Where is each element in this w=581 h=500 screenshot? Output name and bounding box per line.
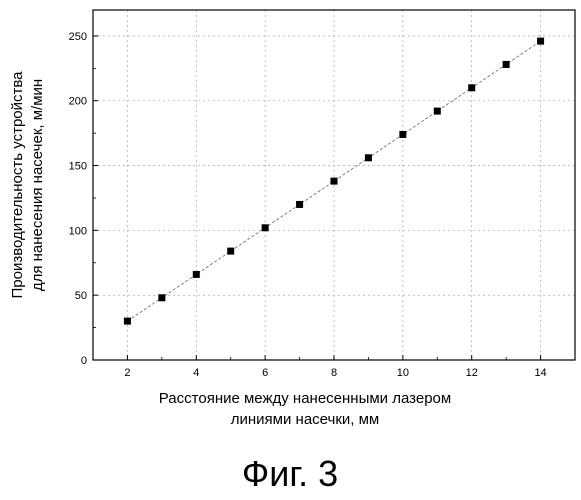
y-axis-label: Производительность устройствадля нанесен… [9,71,46,299]
x-tick-label: 4 [193,367,199,379]
y-axis-label-line: Производительность устройства [9,71,26,299]
data-point [468,84,475,91]
data-point [227,248,234,255]
y-axis-label-line: для нанесения насечек, м/мин [29,79,46,291]
x-tick-label: 6 [262,367,268,379]
data-point [262,224,269,231]
x-tick-label: 10 [397,367,409,379]
x-axis-label-line: линиями насечки, мм [231,411,379,428]
y-tick-label: 250 [69,31,87,43]
data-point [158,294,165,301]
y-tick-label: 200 [69,96,87,108]
data-point [365,154,372,161]
y-tick-label: 50 [75,290,87,302]
data-point [193,271,200,278]
y-tick-label: 150 [69,161,87,173]
axis-ticks: 2 4 6 8 10 12 14 0 50 100 150 200 250 [69,31,575,379]
data-point [296,201,303,208]
x-axis-label-line: Расстояние между нанесенными лазером [159,390,451,407]
data-point [331,178,338,185]
y-tick-label: 0 [81,355,87,367]
figure-caption: Фиг. 3 [242,453,338,494]
data-point [399,131,406,138]
x-tick-label: 8 [331,367,337,379]
x-tick-label: 2 [124,367,130,379]
data-point [537,38,544,45]
data-point [503,61,510,68]
x-tick-label: 12 [466,367,478,379]
data-point [124,318,131,325]
x-tick-label: 14 [534,367,546,379]
y-tick-label: 100 [69,225,87,237]
x-axis-label: Расстояние между нанесенными лазером лини… [159,390,451,428]
data-point [434,108,441,115]
